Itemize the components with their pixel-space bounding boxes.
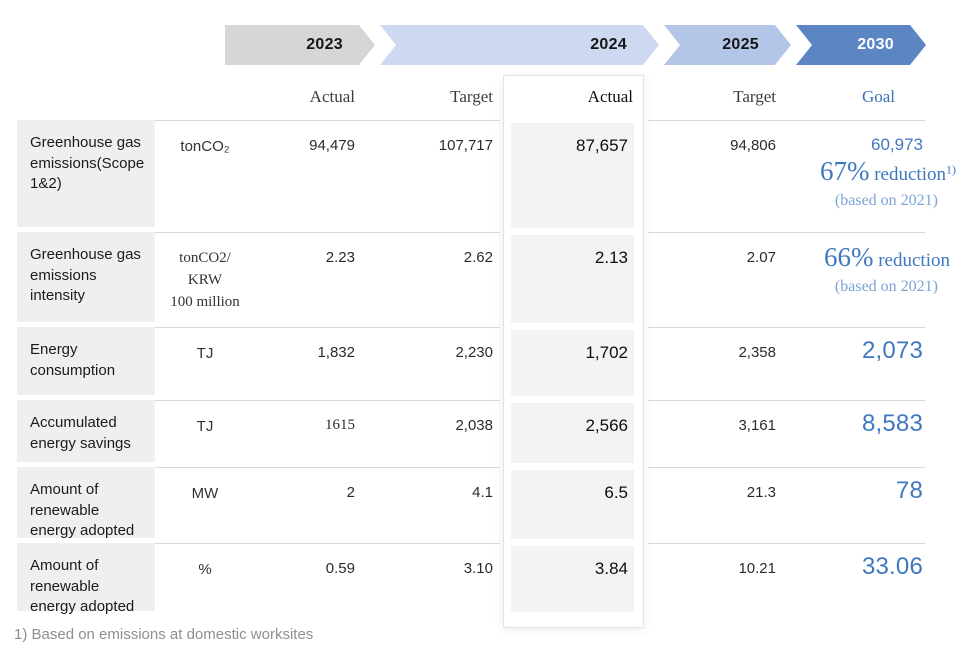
- target-2023-cell: 2,038: [370, 400, 500, 467]
- actual-2023-cell: 1615: [255, 400, 370, 467]
- column-header-actual-2023: Actual: [309, 87, 355, 106]
- kpi-table: Actual Target Actual Target Goal Greenho…: [17, 72, 956, 616]
- row-label-ghg-intensity: Greenhouse gas emissions intensity: [17, 232, 155, 327]
- row-label-renewable-pct: Amount of renewable energy adopted: [17, 543, 155, 616]
- highlight-value: 2,566: [511, 403, 634, 463]
- goal-value: 2,073: [861, 337, 923, 364]
- column-header-target-2023: Target: [450, 87, 493, 106]
- goal-basis-note: (based on 2021): [834, 192, 938, 209]
- target-2025-cell: 2,358: [648, 327, 790, 400]
- year-label-2030: 2030: [857, 36, 894, 53]
- actual-2024-cell: 2.13: [500, 232, 648, 327]
- actual-2023-cell: 94,479: [255, 120, 370, 232]
- row-label-energy-consumption: Energy consumption: [17, 327, 155, 400]
- target-2025-cell: 2.07: [648, 232, 790, 327]
- goal-value: 60,973: [871, 135, 923, 154]
- timeline-band-2025: 2025: [664, 25, 791, 65]
- unit-cell: tonCO₂: [155, 120, 255, 232]
- target-2025-cell: 21.3: [648, 467, 790, 543]
- row-label-ghg-emissions: Greenhouse gas emissions(Scope 1&2): [17, 120, 155, 232]
- goal-reduction-note: 67% reduction1): [819, 156, 956, 186]
- goal-2030-cell: 78: [790, 467, 925, 543]
- unit-cell: %: [155, 543, 255, 616]
- actual-2024-cell: 2,566: [500, 400, 648, 467]
- goal-2030-cell: 60,973 67% reduction1) (based on 2021): [790, 120, 956, 232]
- goal-2030-cell: 2,073: [790, 327, 925, 400]
- column-header-actual-2024: Actual: [587, 87, 633, 106]
- target-2023-cell: 107,717: [370, 120, 500, 232]
- target-2023-cell: 4.1: [370, 467, 500, 543]
- actual-2024-cell: 6.5: [500, 467, 648, 543]
- target-2025-cell: 94,806: [648, 120, 790, 232]
- goal-value: 33.06: [861, 553, 923, 580]
- actual-2024-cell: 3.84: [500, 543, 648, 616]
- actual-2024-cell: 87,657: [500, 120, 648, 232]
- row-label-energy-savings: Accumulated energy savings: [17, 400, 155, 467]
- row-label-renewable-mw: Amount of renewable energy adopted: [17, 467, 155, 543]
- goal-2030-cell: 33.06: [790, 543, 925, 616]
- goal-value: 8,583: [861, 410, 923, 437]
- goal-2030-cell: 66% reduction (based on 2021): [790, 232, 950, 327]
- target-2025-cell: 10.21: [648, 543, 790, 616]
- header-spacer-unit: [155, 72, 255, 120]
- highlight-value: 6.5: [511, 470, 634, 539]
- footnote-marker: 1): [946, 162, 956, 177]
- actual-2023-cell: 0.59: [255, 543, 370, 616]
- actual-2024-cell: 1,702: [500, 327, 648, 400]
- footnote: 1) Based on emissions at domestic worksi…: [14, 626, 314, 643]
- year-label-2025: 2025: [722, 36, 759, 53]
- timeline-band-2024: 2024: [380, 25, 659, 65]
- goal-reduction-note: 66% reduction: [823, 242, 950, 272]
- unit-cell: MW: [155, 467, 255, 543]
- actual-2023-cell: 1,832: [255, 327, 370, 400]
- target-2023-cell: 2,230: [370, 327, 500, 400]
- actual-2023-cell: 2.23: [255, 232, 370, 327]
- goal-basis-note: (based on 2021): [834, 278, 938, 295]
- timeline-band-2023: 2023: [225, 25, 375, 65]
- header-spacer-label: [17, 72, 155, 120]
- year-label-2023: 2023: [306, 36, 343, 53]
- column-header-target-2025: Target: [733, 87, 776, 106]
- timeline-band-2030: 2030: [796, 25, 926, 65]
- highlight-value: 2.13: [511, 235, 634, 323]
- actual-2023-cell: 2: [255, 467, 370, 543]
- unit-cell: TJ: [155, 400, 255, 467]
- goal-value: 78: [895, 477, 923, 504]
- column-header-goal-2030: Goal: [861, 87, 895, 106]
- unit-cell: TJ: [155, 327, 255, 400]
- target-2025-cell: 3,161: [648, 400, 790, 467]
- highlight-value: 87,657: [511, 123, 634, 228]
- target-2023-cell: 3.10: [370, 543, 500, 616]
- unit-cell: tonCO2/ KRW 100 million: [155, 232, 255, 327]
- year-label-2024: 2024: [590, 36, 627, 53]
- highlight-value: 1,702: [511, 330, 634, 396]
- goal-2030-cell: 8,583: [790, 400, 925, 467]
- highlight-value: 3.84: [511, 546, 634, 612]
- target-2023-cell: 2.62: [370, 232, 500, 327]
